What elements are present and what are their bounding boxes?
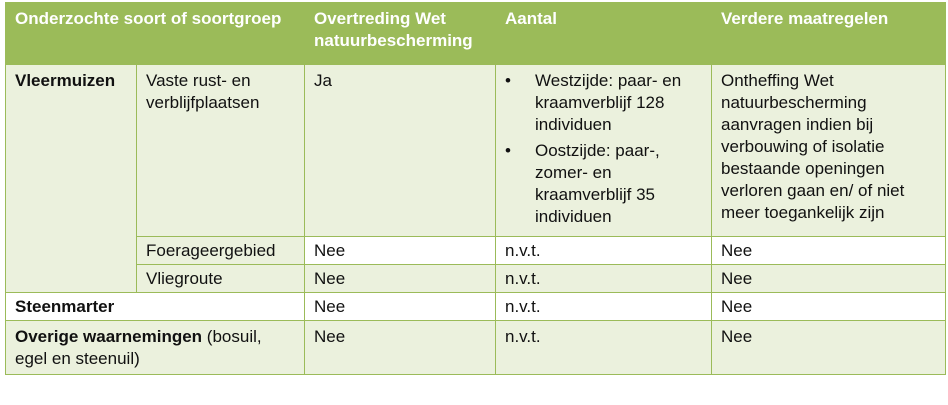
count-cell: n.v.t. bbox=[495, 264, 712, 293]
group-cell-bats: Vleermuizen bbox=[5, 64, 137, 293]
violation-cell: Nee bbox=[304, 292, 496, 321]
count-cell: n.v.t. bbox=[495, 292, 712, 321]
header-row: Onderzochte soort of soortgroep Overtred… bbox=[5, 2, 946, 65]
header-species: Onderzochte soort of soortgroep bbox=[5, 2, 305, 65]
violation-cell: Nee bbox=[304, 236, 496, 265]
function-cell: Vaste rust- en verblijfplaatsen bbox=[136, 64, 305, 237]
group-cell-marten: Steenmarter bbox=[5, 292, 305, 321]
group-label: Steenmarter bbox=[15, 297, 115, 316]
table-row: Vleermuizen Vaste rust- en verblijfplaat… bbox=[5, 64, 946, 293]
measures-cell: Ontheffing Wet natuurbescherming aanvrag… bbox=[711, 64, 946, 237]
group-label: Vleermuizen bbox=[15, 71, 116, 90]
function-cell: Foerageergebied bbox=[136, 236, 305, 265]
survey-results-table: Onderzochte soort of soortgroep Overtred… bbox=[5, 2, 946, 375]
group-cell-other: Overige waarnemingen (bosuil, egel en st… bbox=[5, 320, 305, 375]
table-row: Vliegroute Nee n.v.t. Nee bbox=[6, 264, 946, 293]
bullet-icon: • bbox=[505, 141, 511, 160]
count-list: • Westzijde: paar- en kraamverblijf 128 … bbox=[505, 70, 702, 228]
count-cell: n.v.t. bbox=[495, 236, 712, 265]
group-note: (bosuil, egel en steenuil) bbox=[15, 327, 262, 368]
violation-cell: Nee bbox=[304, 264, 496, 293]
group-label: Overige waarnemingen bbox=[15, 327, 203, 346]
header-violation: Overtreding Wet natuurbescherming bbox=[304, 2, 496, 65]
header-count: Aantal bbox=[495, 2, 712, 65]
table-row: Foerageergebied Nee n.v.t. Nee bbox=[6, 236, 946, 265]
header-measures: Verdere maatregelen bbox=[711, 2, 946, 65]
count-cell: n.v.t. bbox=[495, 320, 712, 375]
list-item: • Westzijde: paar- en kraamverblijf 128 … bbox=[505, 70, 702, 136]
violation-cell: Ja bbox=[304, 64, 496, 237]
bullet-icon: • bbox=[505, 71, 511, 90]
measures-cell: Nee bbox=[711, 292, 946, 321]
count-text: Oostzijde: paar-, zomer- en kraamverblij… bbox=[535, 141, 660, 226]
violation-cell: Nee bbox=[304, 320, 496, 375]
measures-cell: Nee bbox=[711, 264, 946, 293]
count-text: Westzijde: paar- en kraamverblijf 128 in… bbox=[535, 71, 682, 134]
function-cell: Vliegroute bbox=[136, 264, 305, 293]
measures-cell: Nee bbox=[711, 236, 946, 265]
table-row: Overige waarnemingen (bosuil, egel en st… bbox=[5, 320, 946, 375]
count-cell: • Westzijde: paar- en kraamverblijf 128 … bbox=[495, 64, 712, 237]
list-item: • Oostzijde: paar-, zomer- en kraamverbl… bbox=[505, 140, 702, 228]
table-row: Steenmarter Nee n.v.t. Nee bbox=[5, 292, 946, 321]
measures-cell: Nee bbox=[711, 320, 946, 375]
